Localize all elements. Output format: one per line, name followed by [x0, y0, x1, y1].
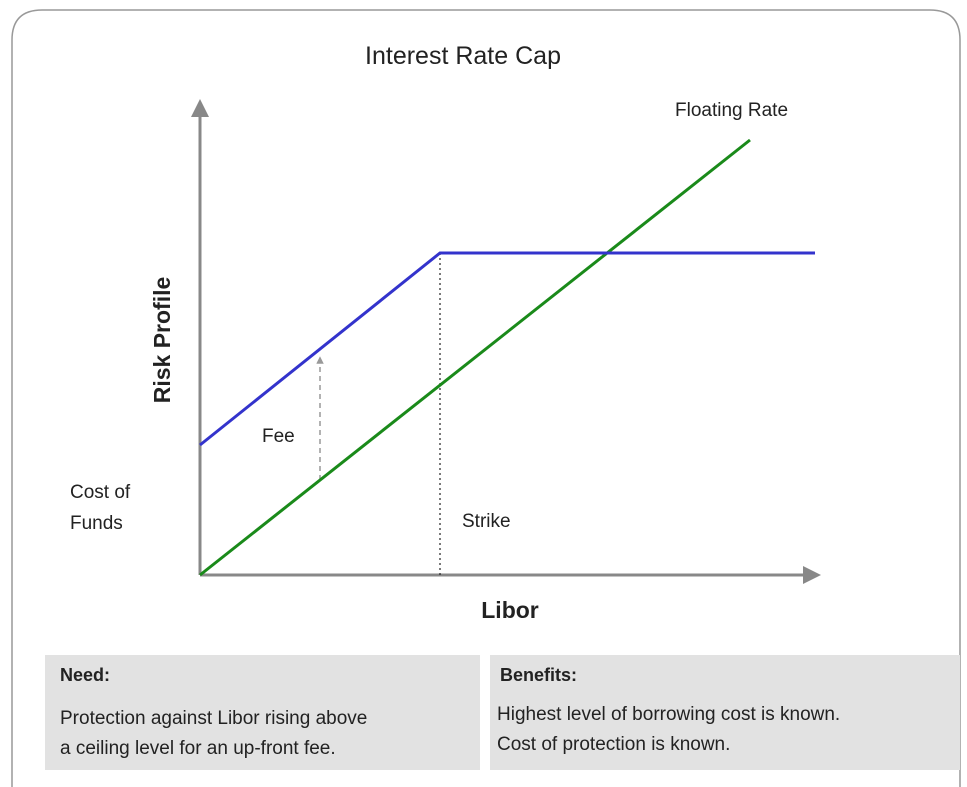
- need-box: [45, 655, 480, 770]
- floating-rate-line: [199, 138, 751, 577]
- fee-label: Fee: [262, 426, 295, 447]
- box-heading: Benefits:: [500, 665, 577, 685]
- strike-label: Strike: [462, 511, 511, 532]
- frame: [11, 9, 961, 787]
- box-line: Cost of protection is known.: [497, 734, 730, 755]
- cost-of-funds-label: Cost of: [70, 482, 131, 503]
- box-line: a ceiling level for an up-front fee.: [60, 738, 336, 759]
- floating-rate-label: Floating Rate: [675, 100, 788, 121]
- y-axis-label: Risk Profile: [149, 277, 175, 404]
- x-axis-label: Libor: [481, 597, 539, 623]
- box-line: Protection against Libor rising above: [60, 708, 367, 729]
- title: Interest Rate Cap: [365, 42, 561, 70]
- cost-of-funds-label: Funds: [70, 513, 123, 534]
- box-heading: Need:: [60, 665, 110, 685]
- benefits-box: [490, 655, 960, 770]
- cap-line: [199, 251, 815, 447]
- box-line: Highest level of borrowing cost is known…: [497, 704, 840, 725]
